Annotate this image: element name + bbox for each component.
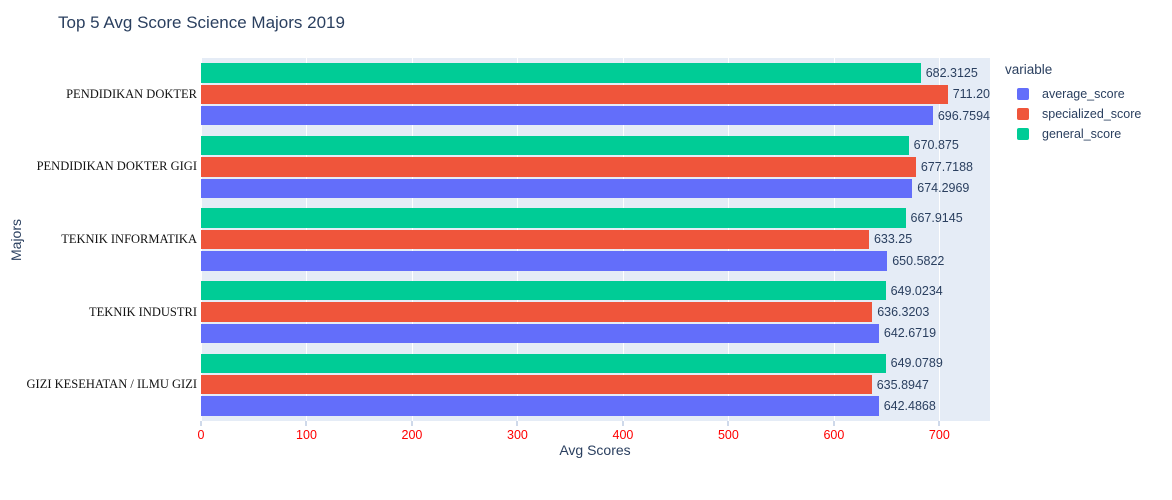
bar-value-label: 633.25 bbox=[873, 232, 913, 247]
bar-specialized_score[interactable] bbox=[201, 157, 916, 177]
y-category-label: TEKNIK INFORMATIKA bbox=[61, 231, 197, 246]
bar-row: 642.6719 bbox=[201, 323, 990, 344]
bar-group: 649.0789 635.8947 642.4868 bbox=[201, 348, 990, 421]
bar-specialized_score[interactable] bbox=[201, 302, 873, 322]
x-axis-title: Avg Scores bbox=[559, 442, 631, 458]
bar-value-label: 711.20 bbox=[952, 87, 990, 102]
x-tick-mark bbox=[305, 421, 308, 426]
bar-value-label: 649.0789 bbox=[890, 356, 943, 371]
x-tick-label: 400 bbox=[612, 428, 634, 442]
x-tick-label: 300 bbox=[507, 428, 528, 442]
bar-value-label: 682.3125 bbox=[925, 65, 978, 80]
bar-average_score[interactable] bbox=[201, 251, 888, 271]
legend: variable average_score specialized_score… bbox=[1005, 62, 1141, 144]
bar-value-label: 696.7594 bbox=[937, 108, 990, 123]
bar-general_score[interactable] bbox=[201, 280, 886, 301]
x-axis: 0 100 200 300 400 500 600 700 bbox=[197, 421, 990, 451]
legend-swatch-general-score bbox=[1017, 128, 1029, 140]
x-tick-mark bbox=[727, 421, 730, 426]
bar-specialized_score[interactable] bbox=[201, 374, 872, 395]
legend-title: variable bbox=[1005, 62, 1053, 77]
x-tick-label: 600 bbox=[823, 428, 845, 442]
x-tick-label: 700 bbox=[928, 428, 950, 442]
bar-row: 667.9145 bbox=[201, 208, 990, 228]
bar-groups: 682.3125 711.20 696.7594 670.875 677.7188 674… bbox=[201, 58, 990, 421]
x-tick-label: 200 bbox=[401, 428, 423, 442]
y-category-label: PENDIDIKAN DOKTER GIGI bbox=[36, 159, 197, 174]
bar-specialized_score[interactable] bbox=[201, 84, 948, 104]
y-axis-category-labels: PENDIDIKAN DOKTER PENDIDIKAN DOKTER GIGI T… bbox=[0, 58, 198, 421]
bar-row: 636.3203 bbox=[201, 302, 990, 322]
bar-row: 633.25 bbox=[201, 229, 990, 250]
x-tick-mark bbox=[621, 421, 624, 426]
chart-title: Top 5 Avg Score Science Majors 2019 bbox=[58, 13, 345, 32]
bar-row: 682.3125 bbox=[201, 63, 990, 83]
x-tick-mark bbox=[200, 421, 202, 426]
bar-value-label: 677.7188 bbox=[920, 159, 973, 174]
legend-swatch-average-score bbox=[1017, 88, 1029, 100]
gridline bbox=[939, 58, 941, 421]
bar-average_score[interactable] bbox=[201, 178, 913, 198]
bar-specialized_score[interactable] bbox=[201, 229, 869, 250]
bar-general_score[interactable] bbox=[201, 135, 909, 156]
bar-value-label: 674.2969 bbox=[917, 181, 970, 196]
bar-group: 667.9145 633.25 650.5822 bbox=[201, 203, 990, 276]
bar-row: 635.8947 bbox=[201, 374, 990, 395]
legend-label: specialized_score bbox=[1042, 107, 1142, 121]
y-category-label: GIZI KESEHATAN / ILMU GIZI bbox=[26, 377, 198, 392]
bar-row: 650.5822 bbox=[201, 251, 990, 271]
bar-group: 670.875 677.7188 674.2969 bbox=[201, 131, 990, 204]
bar-value-label: 670.875 bbox=[913, 138, 959, 153]
x-tick-label: 100 bbox=[296, 428, 317, 442]
legend-label: average_score bbox=[1042, 87, 1125, 101]
bar-average_score[interactable] bbox=[201, 323, 879, 344]
legend-item-general-score[interactable]: general_score bbox=[1005, 124, 1141, 144]
bar-value-label: 642.6719 bbox=[883, 326, 937, 341]
bar-row: 642.4868 bbox=[201, 396, 990, 416]
bar-row: 649.0234 bbox=[201, 280, 990, 301]
bar-value-label: 650.5822 bbox=[892, 253, 945, 268]
bar-general_score[interactable] bbox=[201, 208, 906, 228]
bar-row: 696.7594 bbox=[201, 105, 990, 126]
bar-average_score[interactable] bbox=[201, 396, 879, 416]
y-category-label: PENDIDIKAN DOKTER bbox=[66, 86, 197, 101]
x-tick-mark bbox=[832, 421, 835, 426]
bar-row: 677.7188 bbox=[201, 157, 990, 177]
bar-general_score[interactable] bbox=[201, 63, 921, 83]
bar-value-label: 635.8947 bbox=[876, 377, 929, 392]
x-tick-label: 0 bbox=[197, 428, 205, 442]
plot-area[interactable]: 682.3125 711.20 696.7594 670.875 677.7188 674… bbox=[201, 58, 990, 421]
bar-row: 649.0789 bbox=[201, 353, 990, 373]
x-tick-label: 500 bbox=[717, 428, 739, 442]
x-tick-mark bbox=[410, 421, 413, 426]
bar-row: 674.2969 bbox=[201, 178, 990, 198]
bar-general_score[interactable] bbox=[201, 353, 886, 373]
legend-item-average-score[interactable]: average_score bbox=[1005, 84, 1141, 104]
y-category-label: TEKNIK INDUSTRI bbox=[89, 304, 197, 319]
legend-item-specialized-score[interactable]: specialized_score bbox=[1005, 104, 1141, 124]
bar-group: 649.0234 636.3203 642.6719 bbox=[201, 276, 990, 349]
bar-value-label: 649.0234 bbox=[890, 283, 943, 298]
bar-value-label: 667.9145 bbox=[910, 211, 963, 226]
bar-average_score[interactable] bbox=[201, 105, 933, 126]
x-tick-mark bbox=[516, 421, 519, 426]
bar-row: 711.20 bbox=[201, 84, 990, 104]
bar-row: 670.875 bbox=[201, 135, 990, 156]
x-tick-mark bbox=[938, 421, 941, 426]
legend-label: general_score bbox=[1042, 127, 1122, 141]
bar-value-label: 636.3203 bbox=[877, 305, 930, 320]
bar-group: 682.3125 711.20 696.7594 bbox=[201, 58, 990, 131]
legend-swatch-specialized-score bbox=[1017, 108, 1029, 120]
bar-value-label: 642.4868 bbox=[883, 399, 936, 414]
